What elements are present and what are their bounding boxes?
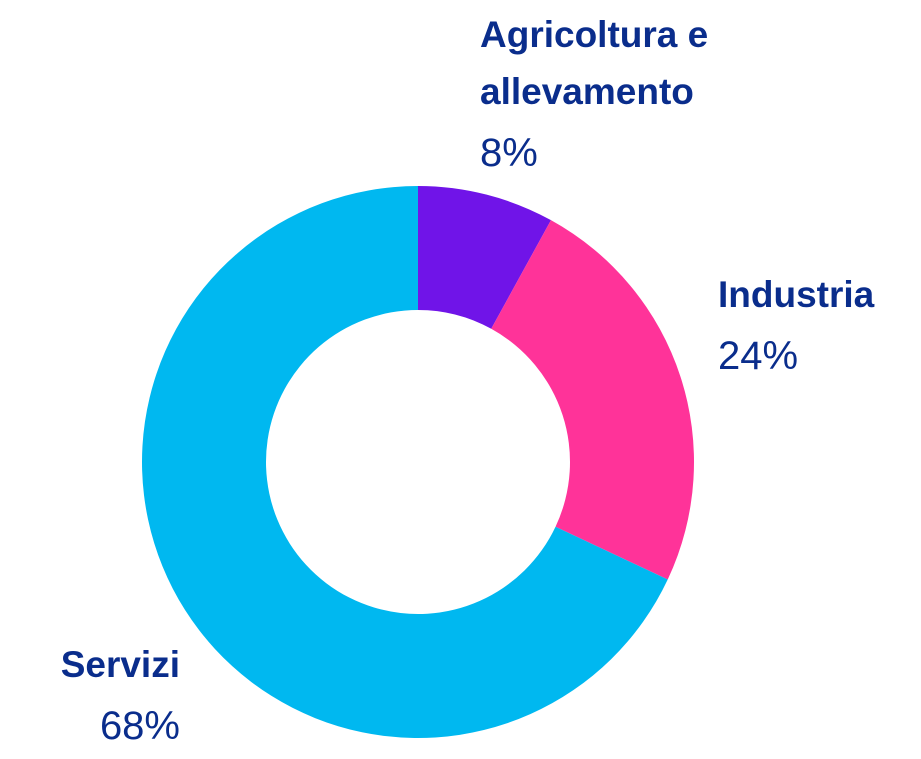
category-label: Servizi <box>60 644 180 685</box>
value-label: 24% <box>718 334 799 378</box>
slice-label: Agricoltura e allevamento 8% <box>480 6 780 186</box>
donut-slice <box>142 186 668 738</box>
value-label: 8% <box>480 131 538 175</box>
donut-slice <box>418 186 551 329</box>
donut-slice <box>491 220 694 580</box>
category-label: Industria <box>718 274 875 315</box>
slice-label: Industria 24% <box>718 266 918 389</box>
chart <box>142 186 694 738</box>
value-label: 68% <box>99 704 180 748</box>
slice-label: Servizi 68% <box>20 636 180 759</box>
page: (() => { const data = JSON.parse(documen… <box>60 6 918 748</box>
category-label: Agricoltura e allevamento <box>480 14 709 112</box>
